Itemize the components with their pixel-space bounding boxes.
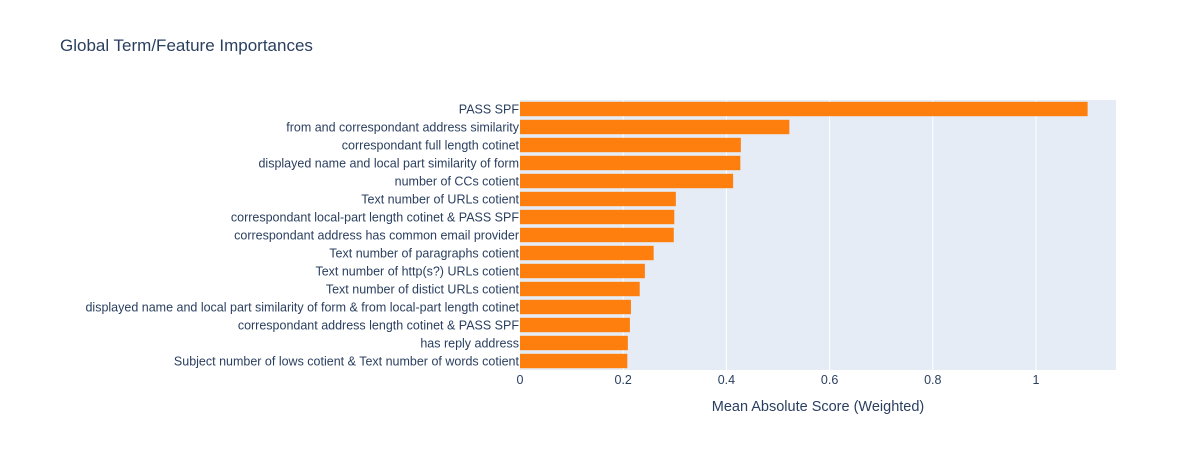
x-tick-label: 0.6: [821, 373, 838, 387]
bar[interactable]: [520, 119, 790, 135]
y-tick-label: has reply address: [420, 337, 519, 351]
bar[interactable]: [520, 299, 631, 315]
bars: [520, 101, 1088, 369]
y-tick-label: Text number of paragraphs cotient: [329, 247, 519, 261]
bar[interactable]: [520, 281, 640, 297]
bar[interactable]: [520, 335, 628, 351]
bar[interactable]: [520, 101, 1088, 117]
bar[interactable]: [520, 137, 741, 153]
y-tick-label: number of CCs cotient: [395, 175, 520, 189]
y-tick-label: correspondant address length cotinet & P…: [238, 319, 520, 333]
x-tick-label: 0.8: [924, 373, 941, 387]
y-tick-label: displayed name and local part similarity…: [258, 157, 519, 171]
y-tick-label: Text number of distict URLs cotient: [326, 283, 520, 297]
x-tick-label: 0.2: [615, 373, 632, 387]
x-tick-label: 0.4: [718, 373, 735, 387]
x-axis-title: Mean Absolute Score (Weighted): [712, 399, 925, 415]
bar[interactable]: [520, 209, 675, 225]
x-tick-labels: 0 0.2 0.4 0.6 0.8 1: [517, 373, 1040, 387]
bar[interactable]: [520, 227, 674, 243]
y-tick-labels: PASS SPF from and correspondant address s…: [85, 103, 519, 369]
bar[interactable]: [520, 155, 741, 171]
y-tick-label: correspondant address has common email p…: [234, 229, 519, 243]
chart-title: Global Term/Feature Importances: [60, 36, 313, 55]
y-tick-label: Text number of URLs cotient: [361, 193, 519, 207]
y-tick-label: from and correspondant address similarit…: [286, 121, 519, 135]
y-tick-label: displayed name and local part similarity…: [85, 301, 519, 315]
y-tick-label: PASS SPF: [459, 103, 520, 117]
bar[interactable]: [520, 317, 630, 333]
x-tick-label: 0: [517, 373, 524, 387]
y-tick-label: Subject number of lows cotient & Text nu…: [174, 355, 520, 369]
x-tick-label: 1: [1033, 373, 1040, 387]
bar[interactable]: [520, 191, 676, 207]
y-tick-label: correspondant local-part length cotinet …: [231, 211, 519, 225]
bar[interactable]: [520, 353, 628, 369]
y-tick-label: Text number of http(s?) URLs cotient: [315, 265, 519, 279]
bar[interactable]: [520, 263, 645, 279]
y-tick-label: correspondant full length cotinet: [342, 139, 520, 153]
bar[interactable]: [520, 173, 734, 189]
bar[interactable]: [520, 245, 654, 261]
